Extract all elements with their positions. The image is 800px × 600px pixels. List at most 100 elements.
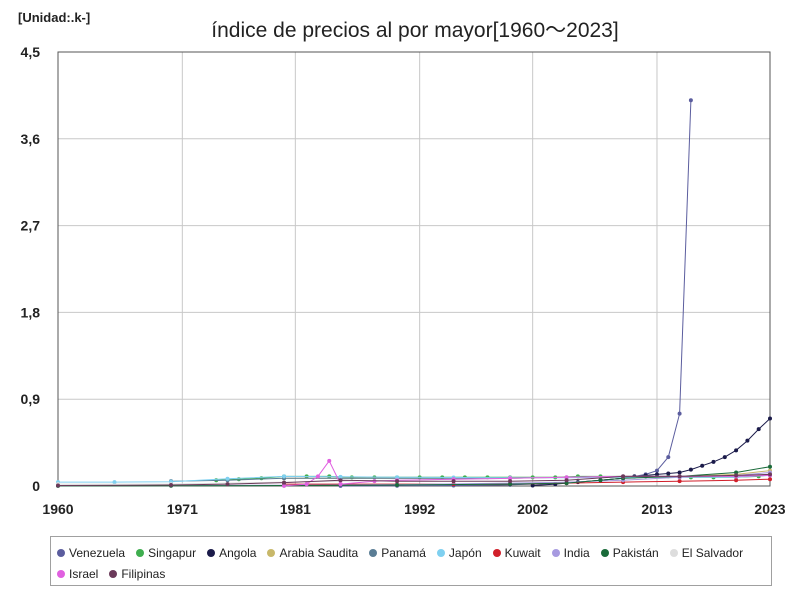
data-point [564, 475, 569, 480]
data-point [338, 474, 343, 479]
data-point [677, 479, 682, 484]
legend: Venezuela Singapur Angola Arabia Saudita Pan… [50, 536, 772, 586]
x-tick-label: 1992 [404, 501, 435, 517]
data-point [734, 448, 739, 453]
data-point [688, 467, 693, 472]
data-point [734, 470, 739, 475]
legend-marker [669, 548, 678, 557]
legend-marker [109, 569, 118, 578]
series-filipinas [56, 472, 772, 488]
legend-label: Kuwait [504, 545, 541, 560]
legend-item: Pakistán [600, 542, 659, 563]
data-point [169, 483, 174, 488]
legend-label: El Salvador [681, 545, 744, 560]
y-tick-label: 2,7 [21, 218, 41, 234]
data-point [395, 483, 400, 488]
data-point [654, 472, 659, 477]
data-point [304, 482, 309, 487]
series-line [283, 459, 771, 487]
data-point [700, 463, 705, 468]
x-tick-label: 1981 [280, 501, 311, 517]
data-point [508, 476, 513, 481]
legend-marker [207, 548, 216, 557]
legend-marker [551, 548, 560, 557]
legend-label: Venezuela [69, 545, 126, 560]
data-point [677, 474, 682, 479]
legend-item: Singapur [136, 542, 196, 563]
data-point [56, 483, 60, 488]
series-line [58, 473, 771, 485]
data-point [654, 468, 659, 473]
series-group [56, 98, 772, 488]
data-point [282, 480, 287, 485]
data-point [768, 472, 772, 477]
y-tick-label: 4,5 [21, 44, 41, 60]
data-point [734, 478, 739, 483]
data-point [395, 475, 400, 480]
legend-item: Japón [436, 542, 482, 563]
data-point [315, 474, 320, 479]
legend-item: Venezuela [57, 542, 125, 563]
legend-marker [57, 569, 65, 578]
grid [57, 51, 771, 487]
legend-marker [136, 548, 145, 557]
data-point [756, 427, 761, 432]
legend-label: Arabia Saudita [279, 545, 359, 560]
legend-item: Filipinas [109, 563, 165, 584]
x-tick-label: 2023 [754, 501, 785, 517]
y-tick-label: 3,6 [21, 131, 41, 147]
unit-label: [Unidad:.k-] [18, 10, 91, 25]
data-point [621, 474, 626, 479]
legend-label: Pakistán [612, 545, 659, 560]
data-point [225, 476, 230, 481]
data-point [564, 481, 569, 486]
data-point [666, 455, 671, 460]
x-tick-label: 2002 [517, 501, 548, 517]
legend-marker [57, 548, 65, 557]
x-tick-label: 2013 [641, 501, 672, 517]
data-point [564, 478, 569, 483]
legend-label: Japón [448, 545, 482, 560]
data-point [282, 474, 287, 479]
data-point [282, 483, 287, 488]
data-point [734, 473, 739, 478]
legend-item: Angola [207, 542, 256, 563]
legend-marker [600, 548, 609, 557]
legend-item: El Salvador [669, 542, 744, 563]
legend-marker [492, 548, 501, 557]
legend-label: Israel [69, 566, 99, 581]
series-venezuela [338, 98, 693, 488]
data-point [677, 411, 682, 416]
legend-marker [369, 548, 378, 557]
series-line [340, 100, 692, 487]
data-point [451, 479, 456, 484]
legend-marker [267, 548, 276, 557]
data-point [338, 478, 343, 483]
legend-item: Kuwait [492, 542, 541, 563]
legend-label: Angola [219, 545, 257, 560]
legend-label: Singapur [148, 545, 197, 560]
plot-frame [57, 51, 771, 487]
legend-item: India [551, 542, 590, 563]
legend-label: Filipinas [121, 566, 166, 581]
data-point [508, 482, 513, 487]
legend-label: India [563, 545, 590, 560]
y-tick-label: 1,8 [21, 304, 41, 320]
legend-item: Arabia Saudita [267, 542, 358, 563]
data-point [338, 482, 343, 487]
data-point [112, 480, 117, 485]
data-point [225, 482, 230, 487]
legend-item: Israel [57, 563, 98, 584]
data-point [508, 479, 513, 484]
data-point [768, 416, 772, 421]
data-point [768, 477, 772, 482]
chart-title: índice de precios al por mayor[1960～2023… [211, 19, 619, 42]
data-point [768, 464, 772, 469]
data-point [711, 459, 716, 464]
y-tick-label: 0 [32, 478, 40, 494]
data-point [530, 483, 535, 488]
legend-item: Panamá [369, 542, 426, 563]
data-point [598, 478, 603, 483]
data-point [745, 438, 750, 443]
